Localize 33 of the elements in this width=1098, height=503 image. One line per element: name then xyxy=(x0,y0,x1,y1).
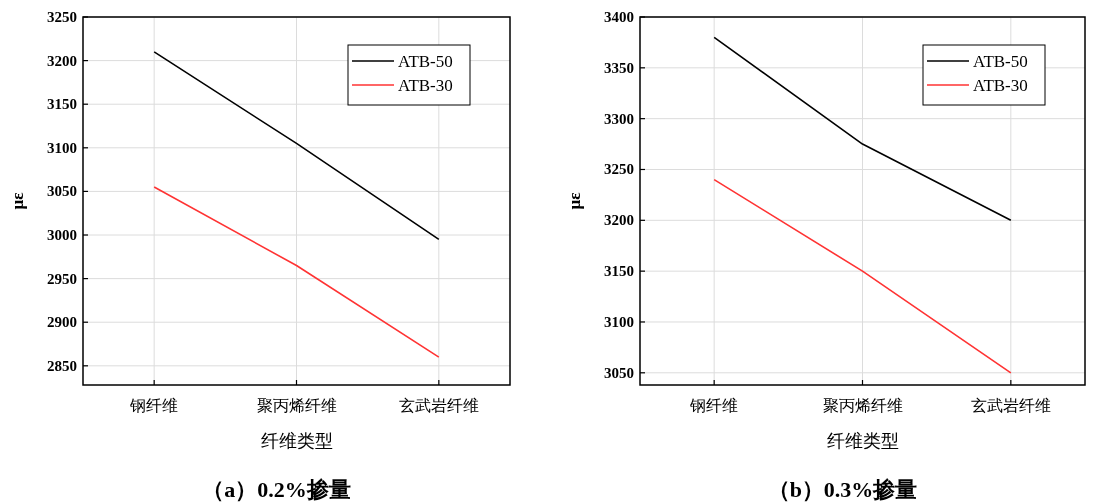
y-tick-label: 3200 xyxy=(47,52,77,69)
y-tick-label: 2900 xyxy=(47,314,77,331)
text: （b）0.3%掺量 xyxy=(767,477,918,502)
y-axis-title: με xyxy=(8,192,27,210)
x-axis-title: 纤维类型 xyxy=(260,431,333,451)
y-tick-label: 3350 xyxy=(604,59,634,76)
x-tick-label: 聚丙烯纤维 xyxy=(822,397,903,414)
y-axis-title: με xyxy=(565,192,584,210)
legend-label: ATB-30 xyxy=(973,76,1028,95)
x-tick-label: 玄武岩纤维 xyxy=(970,397,1051,414)
text: （a）0.2%掺量 xyxy=(202,477,351,502)
y-tick-label: 3100 xyxy=(47,139,77,156)
y-tick-label: 3400 xyxy=(604,9,634,25)
legend-label: ATB-50 xyxy=(398,52,453,71)
y-tick-label: 3050 xyxy=(604,364,634,381)
x-tick-label: 钢纤维 xyxy=(129,397,179,414)
y-tick-label: 3150 xyxy=(47,96,77,113)
y-tick-label: 3300 xyxy=(604,110,634,127)
x-axis-title: 纤维类型 xyxy=(826,431,899,451)
y-tick-label: 3100 xyxy=(604,313,634,330)
y-tick-label: 2950 xyxy=(47,270,77,287)
y-tick-label: 3150 xyxy=(604,263,634,280)
legend-label: ATB-30 xyxy=(398,76,453,95)
y-tick-label: 3250 xyxy=(47,9,77,25)
x-tick-label: 聚丙烯纤维 xyxy=(256,397,337,414)
x-tick-label: 玄武岩纤维 xyxy=(398,397,479,414)
y-tick-label: 3000 xyxy=(47,227,77,244)
y-tick-label: 3200 xyxy=(604,212,634,229)
x-tick-label: 钢纤维 xyxy=(689,397,739,414)
y-tick-label: 2850 xyxy=(47,357,77,374)
legend-label: ATB-50 xyxy=(973,52,1028,71)
y-tick-label: 3250 xyxy=(604,161,634,178)
y-tick-label: 3050 xyxy=(47,183,77,200)
